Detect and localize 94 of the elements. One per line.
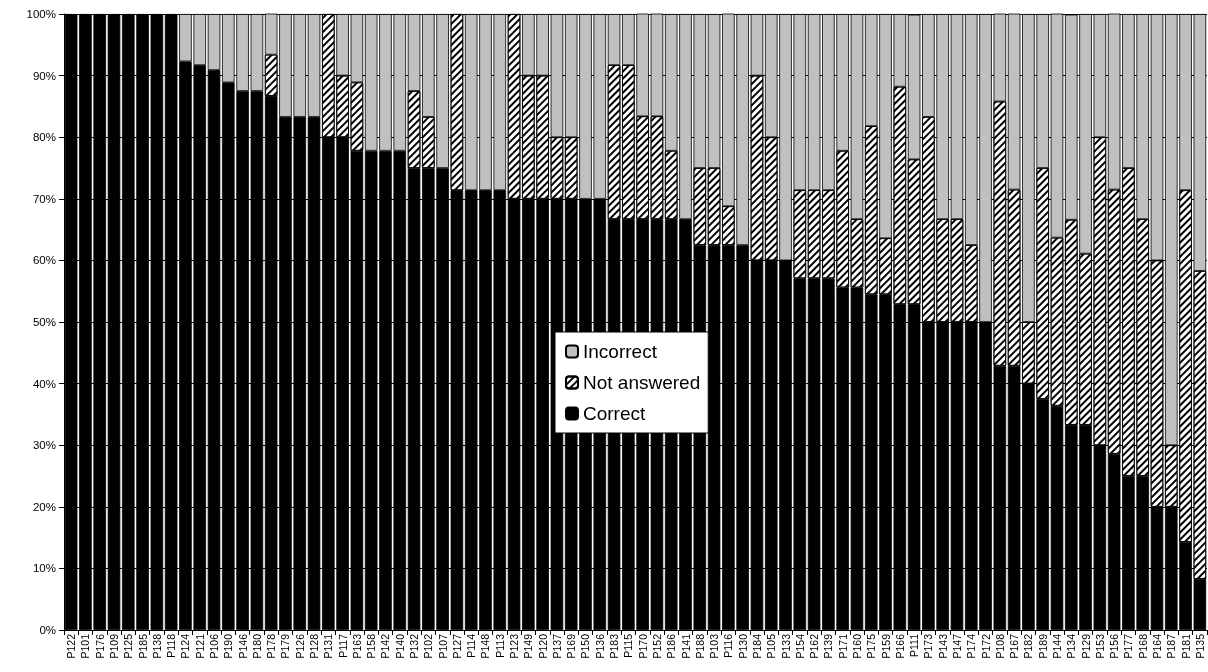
x-tick-label: P144 [1050,633,1063,659]
x-tick-label: P141 [679,633,692,659]
y-tick-label: 10% [32,562,56,575]
x-tick-label: P136 [593,633,606,659]
x-tick-label: P166 [893,633,906,659]
x-tick-label: P174 [965,633,978,659]
x-tick-label: P168 [1136,633,1149,659]
x-tick-label: P190 [222,633,235,659]
legend-label: Incorrect [583,341,658,362]
x-tick-label: P163 [350,633,363,659]
x-tick-label: P127 [450,633,463,659]
x-tick-label: P156 [1108,633,1121,659]
x-tick-label: P178 [265,633,278,659]
x-tick-label: P170 [636,633,649,659]
x-tick-label: P179 [279,633,292,659]
x-tick-label: P169 [565,633,578,659]
x-tick-label: P184 [750,633,763,659]
x-tick-label: P175 [865,633,878,659]
x-tick-label: P113 [493,633,506,658]
y-tick-label: 80% [32,131,56,144]
x-tick-label: P176 [93,633,106,659]
x-tick-label: P180 [250,633,263,659]
x-tick-label: P172 [979,633,992,659]
x-tick-label: P108 [993,633,1006,659]
y-tick-label: 60% [32,254,56,267]
x-tick-label: P120 [536,633,549,659]
x-tick-label: P183 [608,633,621,659]
x-tick-label: P128 [308,633,321,659]
y-tick-label: 70% [32,192,56,205]
x-tick-label: P164 [1150,633,1163,659]
x-tick-label: P102 [422,633,435,659]
x-tick-label: P173 [922,633,935,659]
x-tick-label: P142 [379,633,392,659]
x-tick-label: P140 [393,633,406,659]
x-tick-label: P152 [650,633,663,659]
x-tick-label: P188 [693,633,706,659]
x-tick-label: P117 [336,633,349,658]
x-tick-label: P111 [908,633,921,657]
x-tick-label: P158 [365,633,378,659]
x-tick-label: P182 [1022,633,1035,659]
x-tick-label: P134 [1065,633,1078,659]
x-tick-label: P149 [522,633,535,659]
x-tick-label: P126 [293,633,306,659]
y-tick-label: 20% [32,500,56,513]
x-tick-label: P131 [322,633,335,659]
legend-label: Not answered [583,372,701,393]
x-tick-label: P133 [779,633,792,659]
legend-label: Correct [583,403,647,424]
x-tick-label: P109 [108,633,121,659]
x-tick-label: P114 [465,633,478,658]
x-tick-label: P121 [193,633,206,659]
x-tick-label: P137 [550,633,563,659]
x-tick-label: P171 [836,633,849,659]
x-tick-label: P185 [136,633,149,659]
y-tick-label: 100% [26,8,56,20]
x-tick-label: P189 [1036,633,1049,659]
x-tick-label: P138 [150,633,163,659]
x-tick-label: P139 [822,633,835,659]
x-tick-label: P154 [793,633,806,659]
x-tick-label: P167 [1008,633,1021,659]
x-tick-label: P123 [508,633,521,659]
y-tick-label: 90% [32,69,56,82]
x-tick-label: P122 [65,633,78,659]
x-tick-label: P147 [950,633,963,659]
x-tick-label: P125 [122,633,135,659]
x-tick-label: P105 [765,633,778,659]
x-tick-label: P160 [850,633,863,659]
x-tick-label: P132 [408,633,421,659]
x-tick-label: P159 [879,633,892,659]
x-tick-label: P181 [1179,633,1192,659]
y-tick-label: 40% [32,377,56,390]
x-tick-label: P116 [722,633,735,658]
x-tick-label: P101 [79,633,92,659]
x-tick-label: P177 [1122,633,1135,659]
x-tick-label: P146 [236,633,249,659]
x-tick-label: P130 [736,633,749,659]
x-tick-label: P107 [436,633,449,659]
y-tick-label: 50% [32,316,56,328]
y-tick-label: 0% [39,624,56,636]
x-tick-label: P186 [665,633,678,659]
x-tick-label: P129 [1079,633,1092,659]
x-tick-label: P124 [179,633,192,659]
x-tick-label: P103 [708,633,721,659]
x-tick-label: P148 [479,633,492,659]
x-tick-label: P150 [579,633,592,659]
x-tick-label: P118 [165,633,178,658]
x-tick-label: P162 [808,633,821,659]
x-tick-label: P135 [1193,633,1206,659]
x-tick-label: P106 [208,633,221,659]
x-tick-label: P187 [1165,633,1178,659]
x-tick-label: P115 [622,633,635,658]
x-tick-label: P143 [936,633,949,659]
y-tick-label: 30% [32,439,56,452]
x-tick-label: P153 [1093,633,1106,659]
